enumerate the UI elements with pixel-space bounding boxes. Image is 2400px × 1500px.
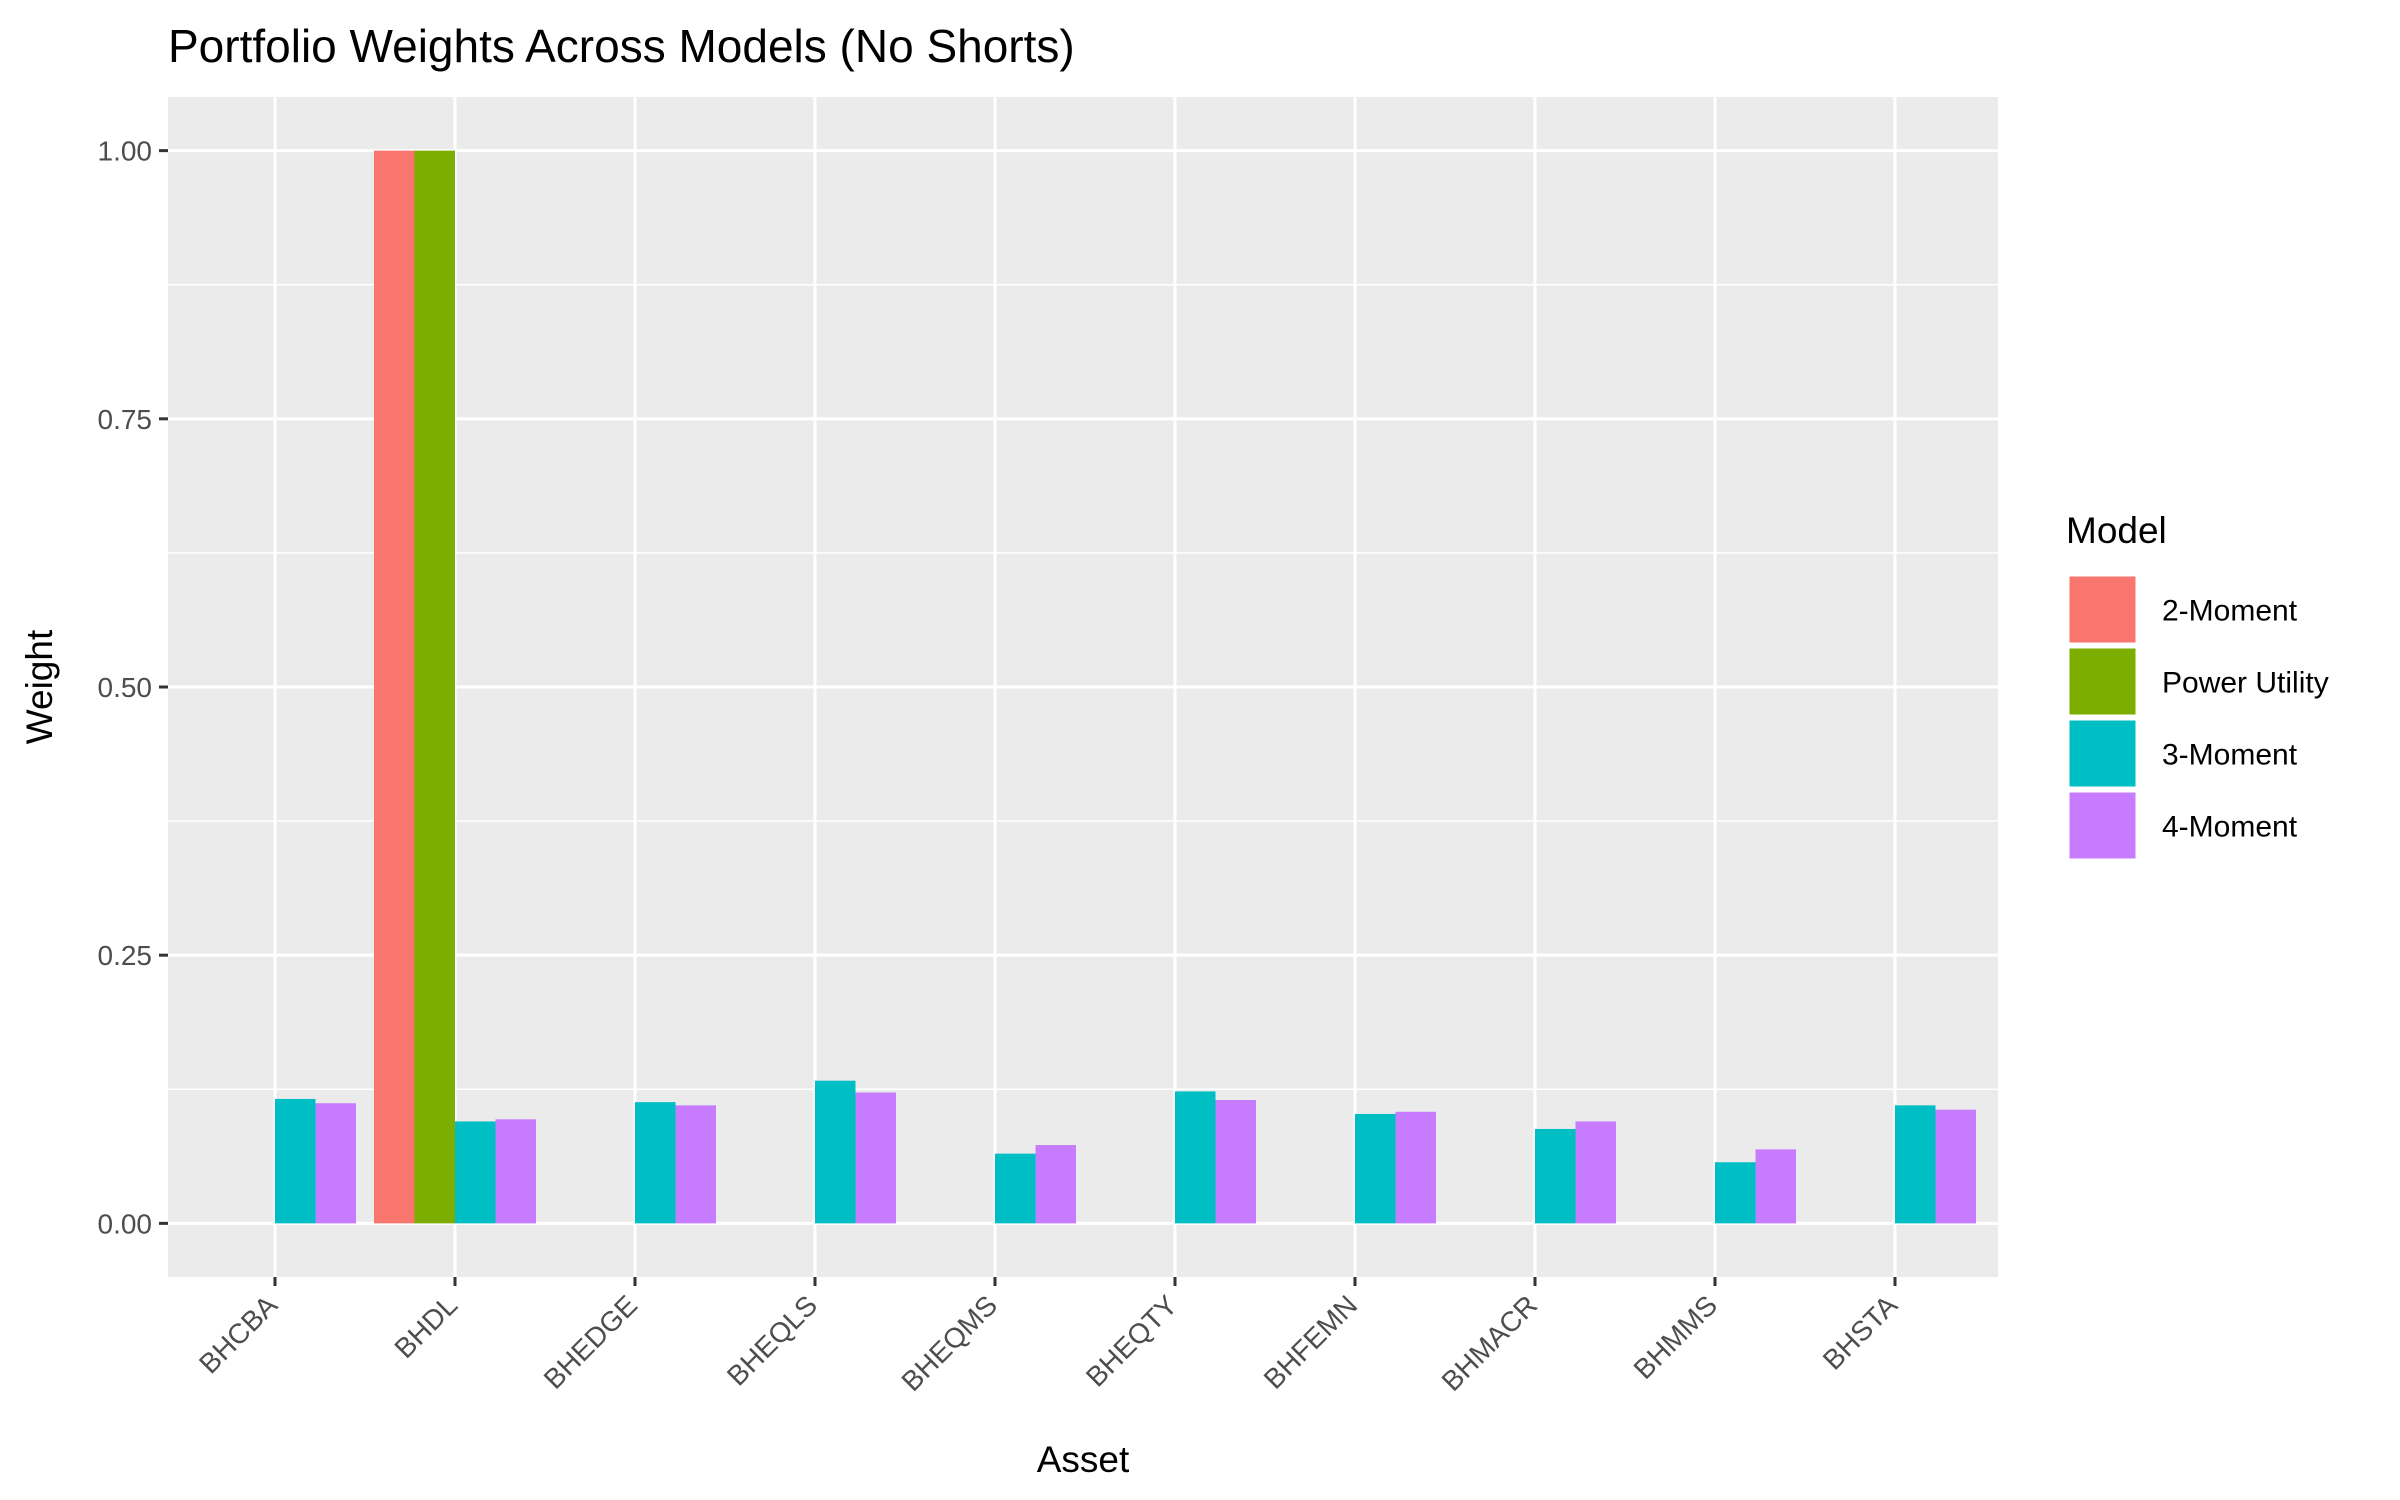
legend-title: Model xyxy=(2066,510,2167,551)
x-tick-label: BHEQTY xyxy=(1080,1289,1184,1393)
y-tick-label: 0.00 xyxy=(98,1208,153,1239)
legend-key xyxy=(2066,717,2139,790)
x-axis-title: Asset xyxy=(1037,1439,1130,1480)
bar-3-moment-bheqty xyxy=(1175,1091,1216,1224)
x-tick-label: BHCBA xyxy=(193,1289,283,1379)
bar-3-moment-bhsta xyxy=(1895,1105,1936,1224)
bar-4-moment-bheqty xyxy=(1215,1100,1256,1224)
x-tick-label: BHMMS xyxy=(1628,1289,1724,1385)
bar-3-moment-bhfemn xyxy=(1355,1113,1396,1224)
legend-key xyxy=(2066,789,2139,862)
legend: Model 2-Moment Power Utility 3-Moment 4-Mom… xyxy=(2066,510,2329,862)
y-axis: 0.00 0.25 0.50 0.75 1.00 xyxy=(98,136,168,1239)
legend-label: 3-Moment xyxy=(2162,739,2298,772)
bar-4-moment-bhdl xyxy=(495,1119,536,1224)
x-tick-label: BHEQLS xyxy=(721,1289,823,1391)
legend-key xyxy=(2066,573,2139,646)
bar-4-moment-bheqms xyxy=(1035,1145,1076,1224)
bar-4-moment-bhfemn xyxy=(1395,1111,1436,1224)
x-tick-label: BHEDGE xyxy=(538,1289,644,1395)
y-tick-label: 0.25 xyxy=(98,940,153,971)
bar-4-moment-bhcba xyxy=(315,1103,356,1224)
bar-3-moment-bhdl xyxy=(455,1121,496,1224)
bar-4-moment-bhmms xyxy=(1755,1149,1796,1224)
bar-3-moment-bheqms xyxy=(995,1153,1036,1224)
legend-label: 4-Moment xyxy=(2162,811,2298,844)
bar-3-moment-bhmacr xyxy=(1535,1128,1576,1224)
y-axis-title: Weight xyxy=(19,629,60,744)
grid-minor xyxy=(168,283,1998,1091)
x-tick-label: BHMACR xyxy=(1436,1289,1544,1397)
bars xyxy=(275,150,1976,1224)
chart-title: Portfolio Weights Across Models (No Shor… xyxy=(168,20,1075,72)
bar-3-moment-bheqls xyxy=(815,1080,856,1224)
bar-4-moment-bheqls xyxy=(855,1092,896,1224)
y-tick-label: 0.50 xyxy=(98,672,153,703)
legend-label: Power Utility xyxy=(2162,667,2329,700)
x-tick-label: BHFEMN xyxy=(1258,1289,1364,1395)
bar-3-moment-bhedge xyxy=(635,1102,676,1224)
y-tick-label: 0.75 xyxy=(98,404,153,435)
bar-3-moment-bhcba xyxy=(275,1098,316,1224)
bar-4-moment-bhsta xyxy=(1935,1109,1976,1224)
bar-4-moment-bhmacr xyxy=(1575,1121,1616,1224)
legend-key xyxy=(2066,645,2139,718)
x-axis: BHCBA BHDL BHEDGE BHEQLS BHEQMS BHEQTY BHFEMN B… xyxy=(193,1277,1903,1397)
bar-2-moment-bhdl xyxy=(374,150,415,1224)
bar-4-moment-bhedge xyxy=(675,1105,716,1224)
x-tick-label: BHSTA xyxy=(1817,1289,1904,1376)
x-tick-label: BHDL xyxy=(388,1289,463,1364)
x-tick-label: BHEQMS xyxy=(896,1289,1004,1397)
y-tick-label: 1.00 xyxy=(98,136,153,167)
bar-power-utility-bhdl xyxy=(414,150,455,1224)
legend-label: 2-Moment xyxy=(2162,595,2298,628)
bar-3-moment-bhmms xyxy=(1715,1162,1756,1224)
